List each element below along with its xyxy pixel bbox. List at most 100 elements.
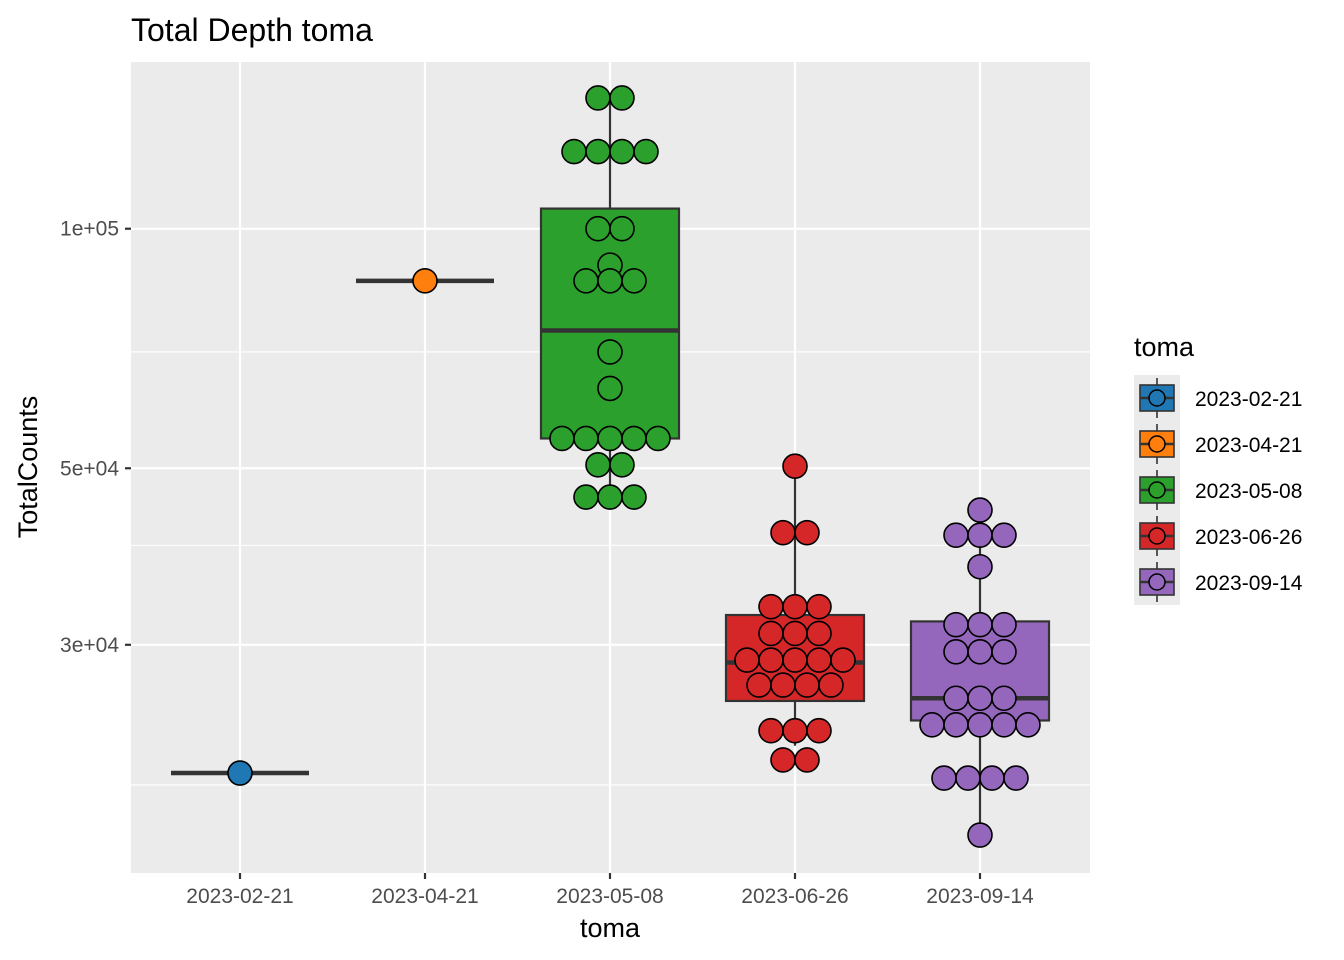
legend-label: 2023-04-21 (1195, 434, 1302, 457)
dot-layer (227, 85, 1041, 848)
data-point (782, 717, 808, 744)
data-point (979, 765, 1005, 791)
data-point (412, 268, 438, 294)
data-point (609, 138, 635, 165)
chart-title: Total Depth toma (131, 12, 373, 48)
legend-key-dot (1148, 527, 1166, 545)
data-point (991, 611, 1017, 638)
data-point (633, 138, 659, 165)
data-point (967, 522, 993, 548)
x-tick-label: 2023-09-14 (926, 885, 1034, 908)
data-point (770, 747, 796, 773)
data-point (585, 138, 611, 165)
data-point (782, 593, 808, 620)
data-point (794, 747, 820, 773)
data-point (573, 268, 599, 294)
data-point (609, 215, 635, 242)
y-tick-label: 3e+04 (60, 634, 119, 657)
data-point (955, 765, 981, 791)
legend-label: 2023-05-08 (1195, 480, 1302, 503)
data-point (782, 620, 808, 647)
legend-title: toma (1134, 332, 1195, 362)
data-point (991, 638, 1017, 665)
data-point (943, 685, 969, 712)
data-point (597, 484, 623, 510)
data-point (1003, 765, 1029, 791)
data-point (758, 620, 784, 647)
x-tick-label: 2023-04-21 (371, 885, 478, 908)
data-point (746, 672, 772, 698)
data-point (621, 484, 647, 510)
data-point (991, 711, 1017, 738)
data-point (585, 85, 611, 111)
data-point (561, 138, 587, 165)
legend: toma 2023-02-21 2023-04-21 2023-05-08 2023-… (1134, 332, 1303, 605)
data-point (967, 822, 993, 848)
x-tick-label: 2023-05-08 (556, 885, 663, 908)
data-point (597, 375, 623, 402)
legend-key-dot (1148, 481, 1166, 499)
data-point (549, 425, 575, 452)
data-point (943, 638, 969, 665)
legend-key-dot (1148, 389, 1166, 407)
data-point (609, 452, 635, 478)
data-point (573, 425, 599, 452)
y-axis: 3e+04 5e+04 1e+05 (60, 218, 131, 657)
data-point (943, 522, 969, 548)
data-point (794, 672, 820, 698)
data-point (967, 553, 993, 580)
data-point (806, 593, 832, 620)
data-point (943, 611, 969, 638)
data-point (806, 620, 832, 647)
data-point (967, 611, 993, 638)
y-tick-label: 1e+05 (60, 218, 119, 241)
x-tick-label: 2023-02-21 (186, 885, 293, 908)
data-point (609, 85, 635, 111)
data-point (758, 647, 784, 673)
data-point (734, 647, 760, 673)
legend-key-dot (1148, 435, 1166, 453)
data-point (818, 672, 844, 698)
data-point (967, 685, 993, 712)
data-point (919, 711, 945, 738)
x-tick-label: 2023-06-26 (741, 885, 848, 908)
data-point (782, 647, 808, 673)
data-point (794, 519, 820, 546)
legend-key-dot (1148, 573, 1166, 591)
y-axis-title: TotalCounts (13, 396, 43, 539)
data-point (597, 268, 623, 294)
data-point (758, 593, 784, 620)
data-point (227, 760, 253, 786)
data-point (967, 711, 993, 738)
data-point (943, 711, 969, 738)
data-point (770, 519, 796, 546)
data-point (770, 672, 796, 698)
data-point (573, 484, 599, 510)
legend-label: 2023-06-26 (1195, 526, 1302, 549)
data-point (645, 425, 671, 452)
data-point (597, 425, 623, 452)
data-point (967, 638, 993, 665)
y-tick-label: 5e+04 (60, 457, 119, 480)
legend-label: 2023-02-21 (1195, 388, 1302, 411)
data-point (931, 765, 957, 791)
data-point (806, 647, 832, 673)
data-point (967, 497, 993, 523)
x-axis-title: toma (580, 913, 641, 943)
data-point (758, 717, 784, 744)
data-point (806, 717, 832, 744)
data-point (585, 452, 611, 478)
data-point (1015, 711, 1041, 738)
data-point (621, 268, 647, 294)
data-point (991, 522, 1017, 548)
box-body (539, 207, 681, 440)
data-point (991, 685, 1017, 712)
data-point (782, 453, 808, 479)
legend-label: 2023-09-14 (1195, 572, 1303, 595)
data-point (830, 647, 856, 673)
data-point (585, 215, 611, 242)
data-point (597, 339, 623, 365)
data-point (621, 425, 647, 452)
x-axis: 2023-02-21 2023-04-21 2023-05-08 2023-06-26… (186, 873, 1034, 908)
